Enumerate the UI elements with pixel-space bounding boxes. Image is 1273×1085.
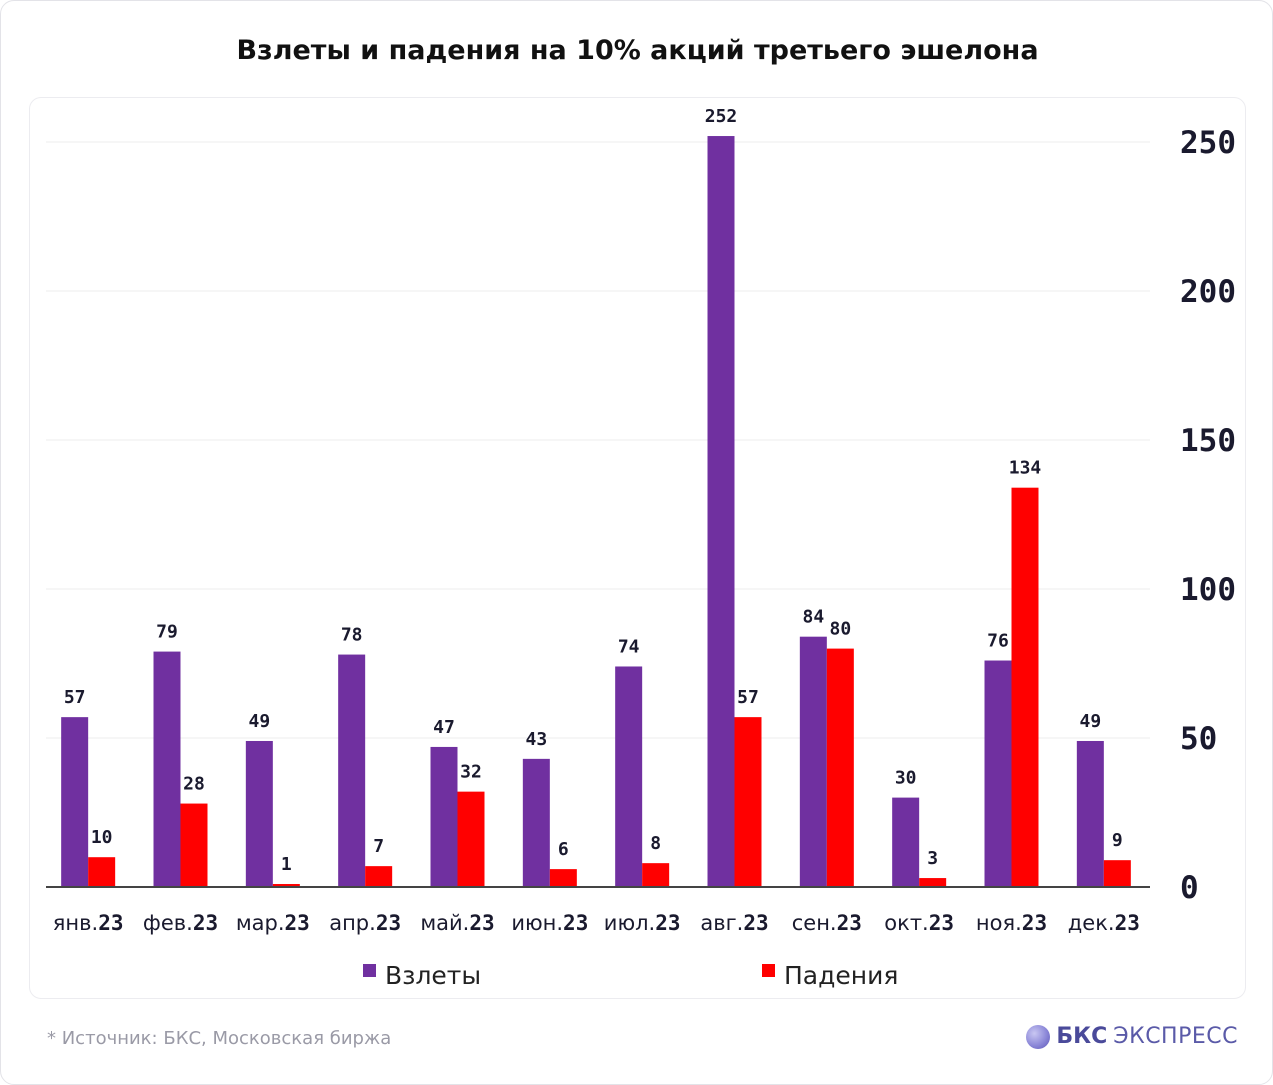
bar-value-label-rises-5: 43	[525, 729, 547, 750]
bar-value-label-falls-4: 32	[460, 762, 482, 783]
x-tick-label-1: фев.23	[143, 911, 218, 935]
bar-rises-3	[338, 654, 366, 887]
bar-rises-1	[153, 651, 181, 887]
y-tick-label-150: 150	[1180, 423, 1236, 459]
bar-falls-11	[1103, 860, 1131, 887]
x-tick-label-6: июл.23	[604, 911, 681, 935]
bar-value-label-falls-11: 9	[1112, 830, 1123, 851]
legend-label-falls: Падения	[784, 961, 898, 990]
legend-swatch-falls	[762, 964, 775, 977]
bar-value-label-falls-5: 6	[558, 839, 569, 860]
y-tick-label-250: 250	[1180, 125, 1236, 161]
bar-falls-7	[734, 717, 762, 887]
bar-rises-4	[430, 746, 458, 887]
bar-falls-4	[457, 791, 485, 887]
x-tick-label-8: сен.23	[792, 911, 862, 935]
bar-rises-5	[522, 758, 550, 887]
x-tick-label-5: июн.23	[511, 911, 588, 935]
x-tick-label-11: дек.23	[1068, 911, 1140, 935]
x-tick-label-2: мар.23	[236, 911, 310, 935]
bar-value-label-falls-3: 7	[373, 836, 384, 857]
bar-rises-10	[984, 660, 1012, 887]
bar-value-label-falls-0: 10	[91, 827, 113, 848]
bar-value-label-falls-6: 8	[650, 833, 661, 854]
chart-title: Взлеты и падения на 10% акций третьего э…	[236, 35, 1039, 66]
bar-rises-6	[615, 666, 643, 887]
x-tick-label-0: янв.23	[53, 911, 124, 935]
bar-value-label-rises-11: 49	[1079, 711, 1101, 732]
bar-chart: 0501001502002505710янв.237928фев.23491ма…	[46, 106, 1236, 990]
bar-rises-7	[707, 136, 735, 887]
bar-rises-11	[1076, 740, 1104, 887]
legend-swatch-rises	[363, 964, 376, 977]
bar-falls-10	[1011, 487, 1039, 887]
bar-value-label-rises-1: 79	[156, 622, 178, 643]
bar-value-label-falls-7: 57	[737, 687, 759, 708]
bar-falls-5	[549, 869, 577, 887]
bar-value-label-rises-3: 78	[341, 625, 363, 646]
bar-falls-3	[365, 866, 393, 887]
brand-orb-icon	[1026, 1024, 1051, 1049]
y-tick-label-0: 0	[1180, 870, 1199, 906]
bar-value-label-rises-2: 49	[248, 711, 270, 732]
bar-rises-8	[799, 636, 827, 887]
y-tick-label-100: 100	[1180, 572, 1236, 608]
bar-rises-9	[892, 797, 920, 887]
bar-rises-0	[61, 717, 89, 887]
y-tick-label-200: 200	[1180, 274, 1236, 310]
bar-falls-2	[272, 884, 300, 887]
bar-value-label-rises-4: 47	[433, 717, 455, 738]
bar-falls-9	[919, 878, 947, 887]
legend-label-rises: Взлеты	[385, 961, 481, 990]
bar-falls-8	[826, 648, 854, 887]
bar-falls-6	[642, 863, 670, 887]
brand-name: БКС	[1056, 1024, 1108, 1049]
x-tick-label-3: апр.23	[329, 911, 401, 935]
x-tick-label-7: авг.23	[700, 911, 768, 935]
source-note: * Источник: БКС, Московская биржа	[47, 1028, 392, 1049]
bar-value-label-rises-7: 252	[705, 106, 738, 127]
x-tick-label-9: окт.23	[884, 911, 954, 935]
bar-value-label-rises-9: 30	[895, 768, 917, 789]
chart-panel: 0 50 100 150 200 250 57 10 янв.23 79 28 фев.23 49 1 ма…	[29, 97, 1246, 999]
bar-value-label-rises-0: 57	[64, 687, 86, 708]
bar-value-label-falls-2: 1	[281, 854, 292, 875]
bar-value-label-rises-6: 74	[618, 636, 640, 657]
bar-value-label-falls-10: 134	[1009, 458, 1042, 479]
bar-value-label-rises-8: 84	[802, 607, 824, 628]
bar-value-label-rises-10: 76	[987, 631, 1009, 652]
x-tick-label-10: ноя.23	[976, 911, 1047, 935]
brand-logo-block: БКС ЭКСПРЕСС	[1026, 1024, 1238, 1049]
bar-falls-0	[88, 857, 116, 887]
y-tick-label-50: 50	[1180, 721, 1217, 757]
x-tick-label-4: май.23	[420, 911, 494, 935]
bar-value-label-falls-8: 80	[829, 619, 851, 640]
bar-rises-2	[245, 740, 273, 887]
bar-value-label-falls-1: 28	[183, 774, 205, 795]
brand-subtitle: ЭКСПРЕСС	[1113, 1024, 1238, 1049]
bar-value-label-falls-9: 3	[927, 848, 938, 869]
bar-falls-1	[180, 803, 208, 887]
